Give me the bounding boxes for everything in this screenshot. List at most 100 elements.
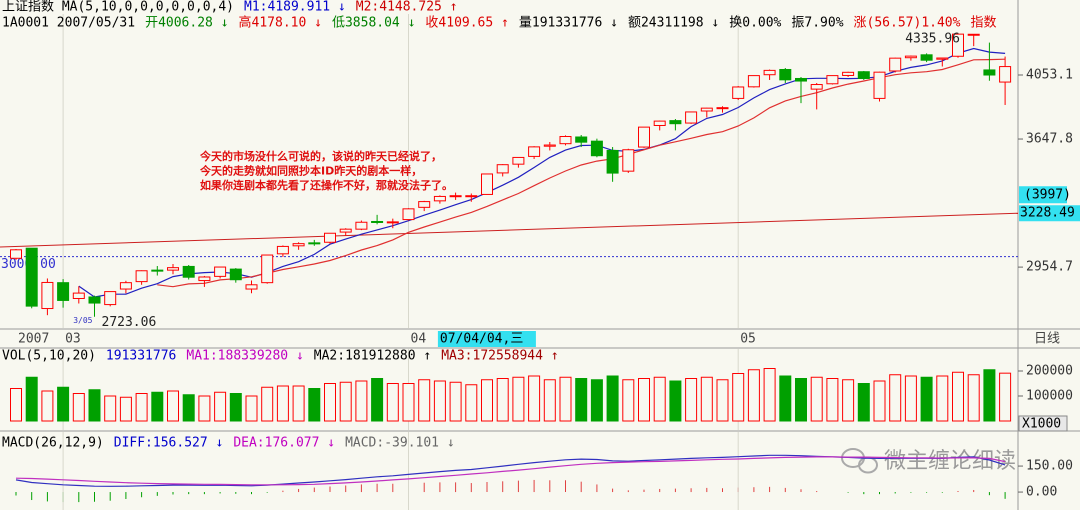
candle-body [324,232,336,243]
header-item: 量191331776 ↓ [519,16,618,31]
cursor-date: 07/04/04,三 [440,332,523,347]
volume-bar [716,379,729,422]
volume-bar [276,385,289,422]
header-item: VOL(5,10,20) [2,349,96,364]
candle-body [857,71,870,79]
volume-bar [214,391,227,422]
volume-bar [104,395,117,422]
trend-end-box [1019,205,1080,222]
candle-body [732,86,745,99]
header-item: MA2:181912880 ↑ [314,349,431,364]
candle-body [685,111,698,124]
candle-body [700,107,713,112]
header-item: 换0.00% [729,16,781,31]
y-tick-label: 100000 [1026,389,1073,404]
candle-body [151,269,164,272]
unit-label: X1000 [1022,417,1061,432]
candle-body [512,156,525,165]
volume-bar [496,378,509,422]
low-date: 3/05 [73,316,92,325]
candle-body [88,296,101,304]
low-label: 2723.06 [102,315,157,330]
header-item: 1A0001 2007/05/31 [2,16,135,31]
candle-body [795,77,807,82]
volume-bar [575,378,588,422]
candle-body [386,221,399,224]
ma-line [157,58,1006,288]
volume-bar [339,381,352,422]
volume-bar [512,376,525,422]
candle-body [119,282,132,290]
volume-bar [261,386,274,422]
candle-body [543,144,556,147]
candle-body [339,228,352,233]
candle-body [528,146,541,157]
volume-bar [72,393,85,422]
candle-body [292,243,305,247]
volume-bar [606,375,619,422]
volume-bar [842,379,855,422]
candle-body [25,247,38,307]
header-item: MA1:188339280 ↓ [186,349,303,364]
volume-bar [983,369,996,422]
volume-bar [10,388,22,422]
x-tick-label: 05 [740,332,756,347]
candle-body [810,84,823,90]
header-item: 低3858.04 ↓ [332,16,415,31]
candle-body [10,249,22,259]
volume-bar [999,372,1012,422]
volume-bar [528,375,541,422]
header-item: 191331776 [106,349,176,364]
candle-body [245,284,258,290]
volume-bar [198,395,211,422]
candle-body [826,75,839,85]
y-tick-label: 200000 [1026,364,1073,379]
volume-bar [88,389,101,422]
candle-body [104,291,117,306]
volume-bar [167,390,179,422]
volume-bar [920,376,933,422]
candle-body [308,242,321,245]
volume-bar [952,371,964,422]
header-item: 指数 [970,16,996,31]
volume-bar [418,379,431,422]
candle-body [920,54,933,61]
volume-bar [229,393,242,422]
volume-bar [449,381,462,422]
cursor-date-box [437,331,536,347]
y-tick-label: 4053.1 [1026,67,1073,82]
candle-body [575,136,588,143]
volume-bar [795,378,807,422]
volume-bar [386,383,399,422]
volume-bar [779,375,792,422]
candle-body [135,270,148,283]
volume-bar [763,368,776,422]
volume-bar [685,378,698,422]
header-item: MACD:-39.101 ↓ [345,436,455,451]
candle-body [57,282,70,301]
candle-body [229,268,242,281]
y-tick-label: 0.00 [1026,485,1057,500]
candle-body [716,107,729,110]
candle-body [496,164,509,174]
candle-body [638,126,650,148]
volume-bar [669,380,682,422]
header-item: M1:4189.911 ↓ [244,0,346,15]
candle-body [999,66,1012,83]
candle-body [433,195,446,202]
candle-body [952,33,964,57]
candle-body [41,281,54,310]
header-item: 开4006.28 ↓ [145,16,228,31]
volume-bar [936,375,949,422]
y-tick-label: 3647.8 [1026,132,1073,147]
candle-body [669,120,682,125]
volume-bar [638,378,650,422]
high-label: 4335.96 [905,31,960,46]
header-item: 高4178.10 ↓ [239,15,322,31]
candle-body [449,195,462,198]
header-item: DIFF:156.527 ↓ [114,436,224,451]
volume-bar [182,394,195,422]
volume-bar [481,379,493,422]
